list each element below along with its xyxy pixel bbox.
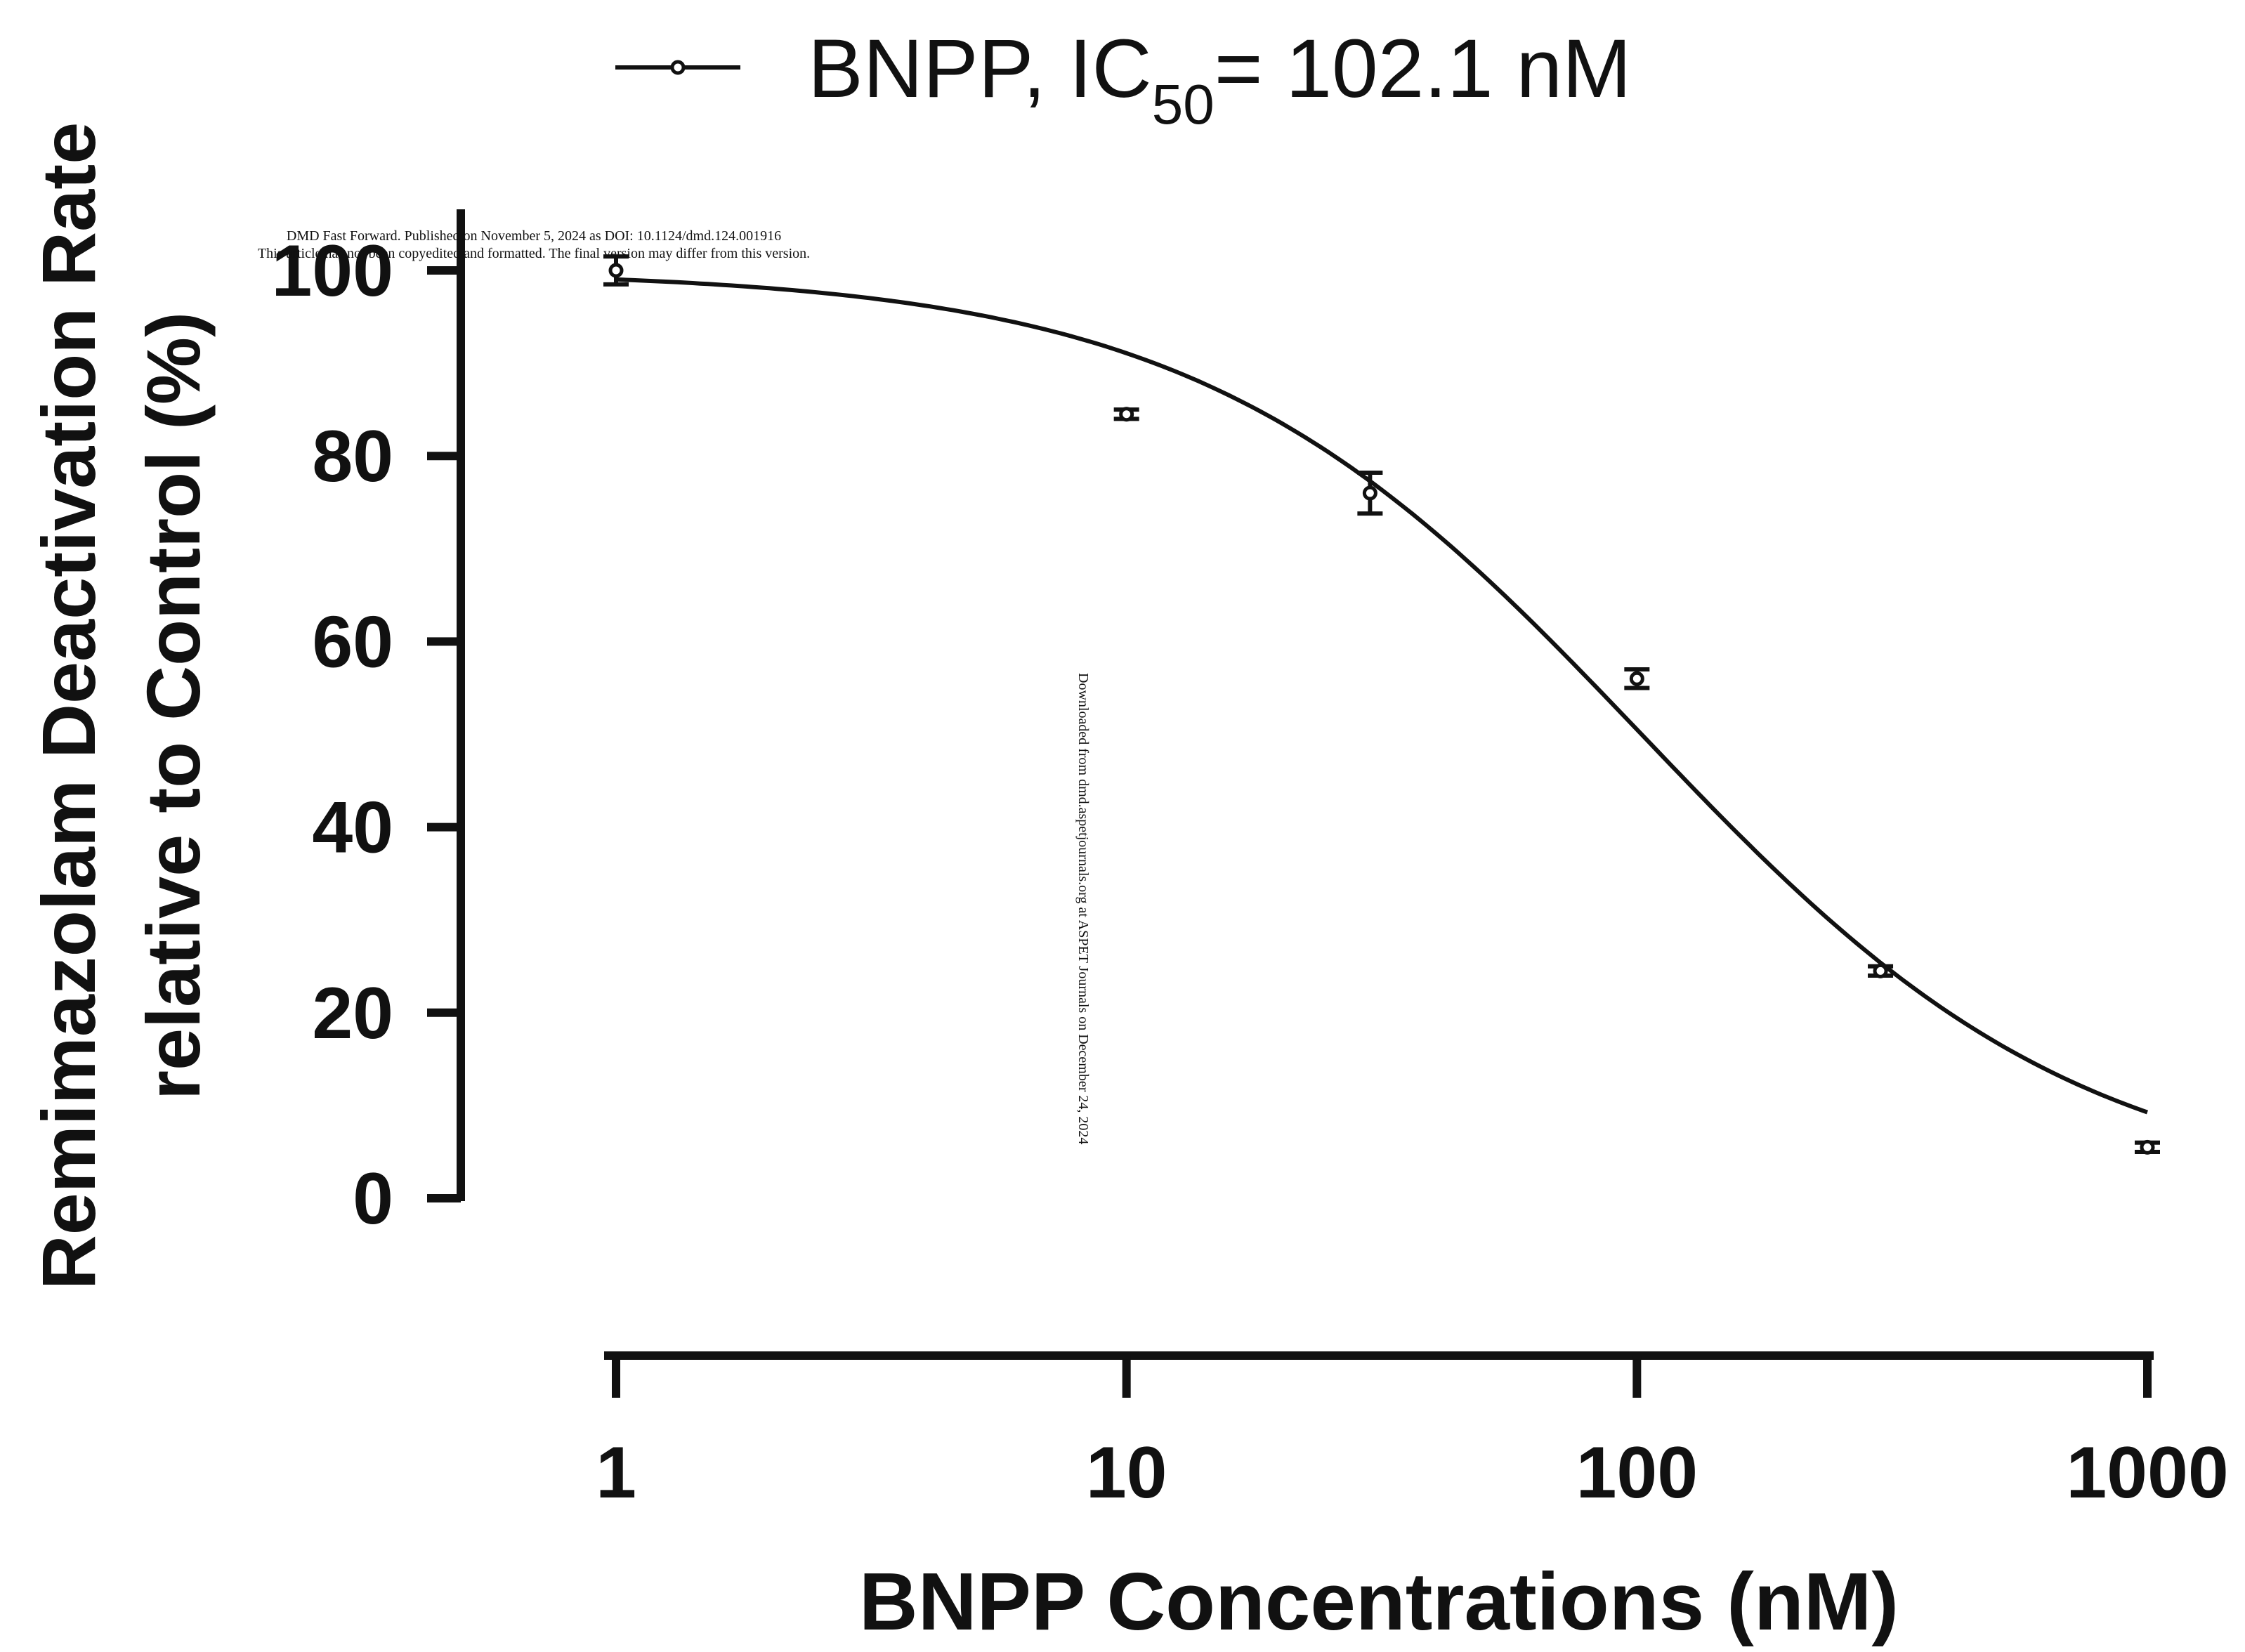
legend-label: BNPP, IC50= 102.1 nM <box>808 22 1631 136</box>
data-point <box>1119 407 1134 422</box>
x-tick-label: 100 <box>1576 1432 1699 1514</box>
data-point <box>1362 485 1377 501</box>
legend-label-tail: = 102.1 nM <box>1215 22 1632 115</box>
watermark-top-line-1: DMD Fast Forward. Published on November … <box>287 228 781 244</box>
y-axis-title-line-2: relative to Control (%) <box>131 312 216 1100</box>
watermark: DMD Fast Forward. Published on November … <box>258 228 1091 1144</box>
y-tick-label: 0 <box>353 1158 393 1240</box>
y-tick-label: 100 <box>271 230 393 312</box>
legend-marker-swatch <box>670 60 686 75</box>
fit-curve-line <box>615 277 2149 1115</box>
x-tick-label: 1000 <box>2066 1432 2228 1514</box>
y-tick-label: 60 <box>312 601 393 683</box>
y-axis-title-line-1: Remimazolam Deactivation Rate <box>26 122 111 1290</box>
x-axis-ticks: 1 10 100 1000 <box>596 1356 2229 1514</box>
y-axis-ticks: 0 20 40 60 80 100 <box>271 230 461 1240</box>
x-tick-label: 1 <box>596 1432 636 1514</box>
y-axis-title: Remimazolam Deactivation Rate relative t… <box>26 122 216 1290</box>
watermark-top-line-2: This article has not been copyedited and… <box>258 246 810 261</box>
data-point <box>2140 1139 2155 1155</box>
y-tick-label: 20 <box>312 973 393 1054</box>
legend-label-main: BNPP, IC <box>808 22 1152 115</box>
data-point <box>1629 671 1644 686</box>
data-point <box>1873 963 1888 978</box>
legend-label-subscript: 50 <box>1152 73 1215 136</box>
legend: BNPP, IC50= 102.1 nM <box>615 22 1631 136</box>
watermark-side: Downloaded from dmd.aspetjournals.org at… <box>1075 673 1091 1144</box>
y-tick-label: 80 <box>312 416 393 497</box>
data-point <box>608 263 624 278</box>
x-tick-label: 10 <box>1086 1432 1167 1514</box>
y-tick-label: 40 <box>312 787 393 869</box>
x-axis-title: BNPP Concentrations (nM) <box>859 1556 1899 1647</box>
data-points <box>603 254 2160 1155</box>
